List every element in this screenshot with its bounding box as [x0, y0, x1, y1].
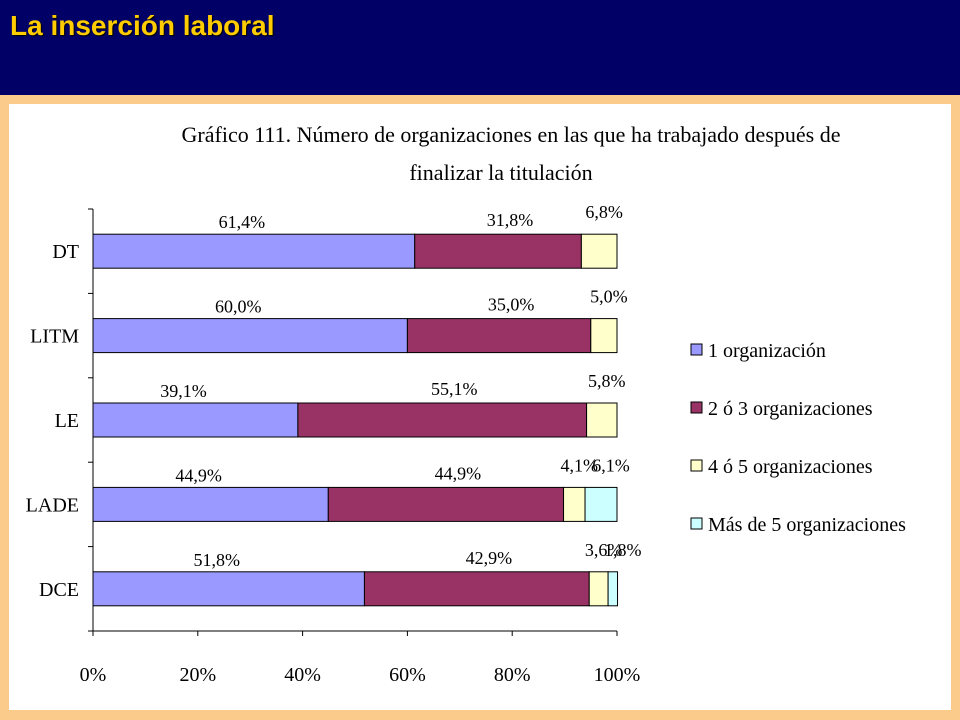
data-label: 5,0% — [590, 287, 628, 307]
chart-title-line: Gráfico 111. Número de organizaciones en… — [182, 122, 841, 147]
x-tick-label: 60% — [389, 664, 426, 686]
data-label: 44,9% — [435, 463, 482, 483]
bar-segment — [414, 233, 582, 269]
x-tick-label: 0% — [80, 664, 107, 686]
bar-segment — [92, 571, 365, 607]
bar-segment — [590, 318, 618, 354]
y-tick-label: LE — [55, 410, 79, 432]
chart-panel: Gráfico 111. Número de organizaciones en… — [9, 104, 951, 710]
bar-segment — [563, 486, 586, 522]
x-tick-label: 100% — [594, 664, 641, 686]
bar-segment — [584, 486, 618, 522]
header-bar: La inserción laboral — [0, 0, 960, 95]
legend-swatch — [690, 401, 703, 414]
data-label: 51,8% — [193, 550, 240, 570]
bar-segment — [92, 486, 329, 522]
bar-segment — [297, 402, 588, 438]
data-label: 5,8% — [588, 371, 626, 391]
bar-segment — [92, 318, 408, 354]
data-label: 1,8% — [604, 540, 642, 560]
bar-segment — [327, 486, 565, 522]
x-tick-label: 40% — [284, 664, 321, 686]
data-label: 6,1% — [592, 455, 630, 475]
data-label: 4,1% — [561, 455, 599, 475]
chart-title-line: finalizar la titulación — [409, 160, 592, 185]
y-tick-label: DCE — [39, 579, 79, 601]
page-title: La inserción laboral — [10, 10, 275, 41]
bar-segment — [92, 402, 299, 438]
legend-label: 2 ó 3 organizaciones — [708, 398, 873, 420]
legend-label: Más de 5 organizaciones — [708, 514, 906, 536]
y-tick-label: LADE — [26, 494, 79, 516]
bar-segment — [607, 571, 619, 607]
x-tick-label: 80% — [494, 664, 531, 686]
data-label: 6,8% — [585, 202, 623, 222]
bar-segment — [588, 571, 609, 607]
data-label: 31,8% — [487, 210, 534, 230]
legend-swatch — [690, 517, 703, 530]
data-label: 44,9% — [175, 465, 222, 485]
bar-segment — [363, 571, 590, 607]
bar-segment — [580, 233, 618, 269]
legend-swatch — [690, 343, 703, 356]
legend-label: 1 organización — [708, 340, 826, 362]
data-label: 60,0% — [215, 297, 262, 317]
legend-label: 4 ó 5 organizaciones — [708, 456, 873, 478]
data-label: 39,1% — [160, 381, 207, 401]
data-label: 3,6% — [585, 540, 623, 560]
data-label: 35,0% — [488, 295, 535, 315]
bar-segment — [586, 402, 618, 438]
stacked-bar-chart: Gráfico 111. Número de organizaciones en… — [26, 122, 906, 686]
data-label: 61,4% — [219, 212, 266, 232]
legend-swatch — [690, 459, 703, 472]
y-tick-label: DT — [52, 241, 79, 263]
bar-segment — [406, 318, 592, 354]
data-label: 55,1% — [431, 379, 478, 399]
bar-segment — [92, 233, 416, 269]
x-tick-label: 20% — [179, 664, 216, 686]
data-label: 42,9% — [466, 548, 513, 568]
y-tick-label: LITM — [30, 326, 79, 348]
